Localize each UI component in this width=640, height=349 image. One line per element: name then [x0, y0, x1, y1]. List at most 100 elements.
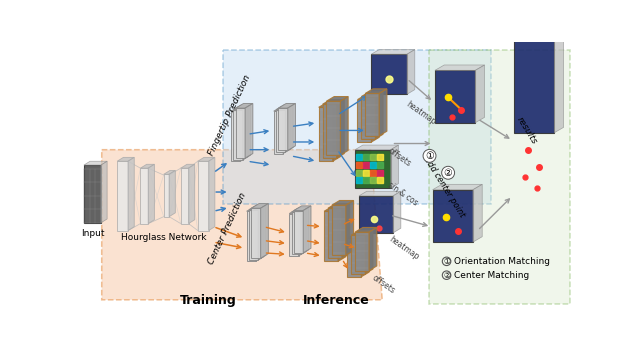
Polygon shape [292, 212, 301, 254]
Text: heatmap: heatmap [387, 235, 420, 262]
Polygon shape [298, 209, 307, 256]
Polygon shape [241, 106, 248, 161]
Polygon shape [333, 103, 340, 161]
Polygon shape [252, 203, 268, 208]
Polygon shape [101, 161, 107, 223]
Polygon shape [355, 150, 391, 188]
Text: results: results [515, 115, 538, 146]
Polygon shape [243, 105, 250, 160]
Polygon shape [148, 164, 154, 224]
Polygon shape [294, 206, 311, 210]
Polygon shape [285, 105, 293, 152]
Polygon shape [365, 94, 379, 136]
Text: Center Prediction: Center Prediction [207, 191, 248, 266]
Polygon shape [375, 92, 383, 139]
Polygon shape [231, 111, 241, 161]
Polygon shape [323, 99, 344, 104]
Polygon shape [234, 110, 243, 160]
Polygon shape [164, 174, 169, 217]
Text: Inference: Inference [302, 294, 369, 307]
Text: ②: ② [444, 168, 452, 178]
Polygon shape [359, 196, 393, 233]
Polygon shape [351, 235, 365, 274]
Polygon shape [433, 190, 473, 242]
Text: sin & cos: sin & cos [386, 181, 420, 208]
Polygon shape [117, 161, 128, 231]
Polygon shape [328, 208, 342, 258]
Polygon shape [358, 99, 371, 142]
Polygon shape [303, 206, 311, 253]
Polygon shape [326, 101, 340, 155]
Polygon shape [365, 231, 373, 274]
Text: offsets: offsets [371, 273, 397, 296]
Polygon shape [371, 50, 415, 54]
Text: Input: Input [81, 229, 104, 238]
Polygon shape [256, 207, 264, 261]
Polygon shape [362, 233, 369, 277]
Polygon shape [433, 184, 482, 190]
Polygon shape [278, 104, 296, 108]
Polygon shape [140, 168, 148, 224]
Polygon shape [274, 111, 283, 154]
Polygon shape [198, 157, 215, 161]
Polygon shape [180, 168, 189, 224]
Polygon shape [435, 70, 476, 123]
Polygon shape [393, 191, 401, 233]
Polygon shape [128, 157, 134, 231]
Polygon shape [337, 99, 344, 158]
Polygon shape [102, 150, 382, 300]
Polygon shape [328, 203, 349, 208]
Polygon shape [278, 108, 288, 150]
Polygon shape [189, 164, 195, 224]
Polygon shape [359, 191, 401, 196]
Polygon shape [319, 103, 340, 107]
Polygon shape [379, 89, 387, 136]
Polygon shape [332, 205, 346, 255]
Polygon shape [301, 207, 308, 254]
Polygon shape [324, 211, 338, 261]
Polygon shape [276, 105, 293, 110]
Polygon shape [369, 228, 377, 270]
Polygon shape [289, 209, 307, 214]
Text: Orientation Matching: Orientation Matching [454, 257, 550, 266]
Polygon shape [294, 210, 303, 253]
Polygon shape [407, 50, 415, 94]
Polygon shape [324, 207, 346, 211]
Polygon shape [164, 170, 175, 174]
Text: ①: ① [443, 257, 450, 266]
Polygon shape [362, 97, 375, 139]
Text: Center Matching: Center Matching [454, 271, 529, 280]
Polygon shape [514, 33, 554, 133]
Polygon shape [246, 207, 264, 211]
Polygon shape [276, 110, 285, 152]
Text: add center point: add center point [422, 155, 467, 218]
Polygon shape [371, 54, 407, 94]
Polygon shape [246, 211, 256, 261]
Polygon shape [236, 108, 245, 158]
Polygon shape [283, 106, 291, 154]
Polygon shape [355, 145, 399, 150]
Text: ②: ② [443, 271, 450, 280]
Polygon shape [340, 97, 348, 155]
Text: Training: Training [179, 294, 236, 307]
Polygon shape [169, 170, 175, 217]
Polygon shape [260, 203, 268, 258]
Text: ①: ① [425, 151, 434, 161]
Polygon shape [252, 208, 260, 258]
Polygon shape [289, 214, 298, 256]
Polygon shape [236, 104, 253, 108]
Polygon shape [332, 200, 353, 205]
Polygon shape [429, 50, 570, 304]
Polygon shape [234, 105, 250, 110]
Polygon shape [473, 184, 482, 242]
Polygon shape [84, 165, 101, 223]
Polygon shape [348, 238, 362, 277]
Polygon shape [391, 145, 399, 188]
Polygon shape [362, 92, 383, 97]
Polygon shape [435, 65, 484, 70]
Polygon shape [288, 104, 296, 150]
Polygon shape [348, 233, 369, 238]
Polygon shape [198, 161, 209, 231]
Polygon shape [346, 200, 353, 255]
Polygon shape [249, 210, 259, 260]
